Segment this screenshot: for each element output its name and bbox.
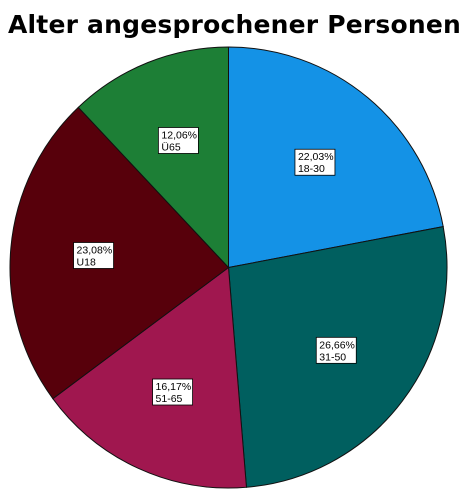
label-box xyxy=(315,336,357,364)
slice-category: 51-65 xyxy=(156,393,183,405)
pie-slice-u18 xyxy=(9,106,230,400)
slice-label-u18: 23,08%U18 xyxy=(73,242,114,269)
slice-percent: 22,03% xyxy=(298,151,334,163)
label-box xyxy=(157,127,199,154)
label-box xyxy=(73,242,114,269)
pie-slice-51-65 xyxy=(52,266,248,489)
slice-percent: 23,08% xyxy=(77,244,113,256)
slice-category: Ü65 xyxy=(161,141,180,153)
slice-category: 18-30 xyxy=(298,163,325,175)
pie-slice-ü65 xyxy=(77,46,229,269)
slice-percent: 16,17% xyxy=(156,381,192,393)
slice-label-31-50: 26,66%31-50 xyxy=(315,336,357,364)
label-box xyxy=(294,148,336,176)
slice-label-51-65: 16,17%51-65 xyxy=(152,378,193,406)
slice-category: U18 xyxy=(77,256,96,268)
slice-percent: 12,06% xyxy=(161,129,197,141)
slice-label-ü65: 12,06%Ü65 xyxy=(157,127,199,154)
pie-slice-18-30 xyxy=(228,46,444,269)
slice-percent: 26,66% xyxy=(319,339,355,351)
chart-title: Alter angesprochener Personen xyxy=(7,10,462,39)
slice-category: 31-50 xyxy=(319,351,346,363)
slice-label-18-30: 22,03%18-30 xyxy=(294,148,336,176)
label-box xyxy=(152,378,193,406)
